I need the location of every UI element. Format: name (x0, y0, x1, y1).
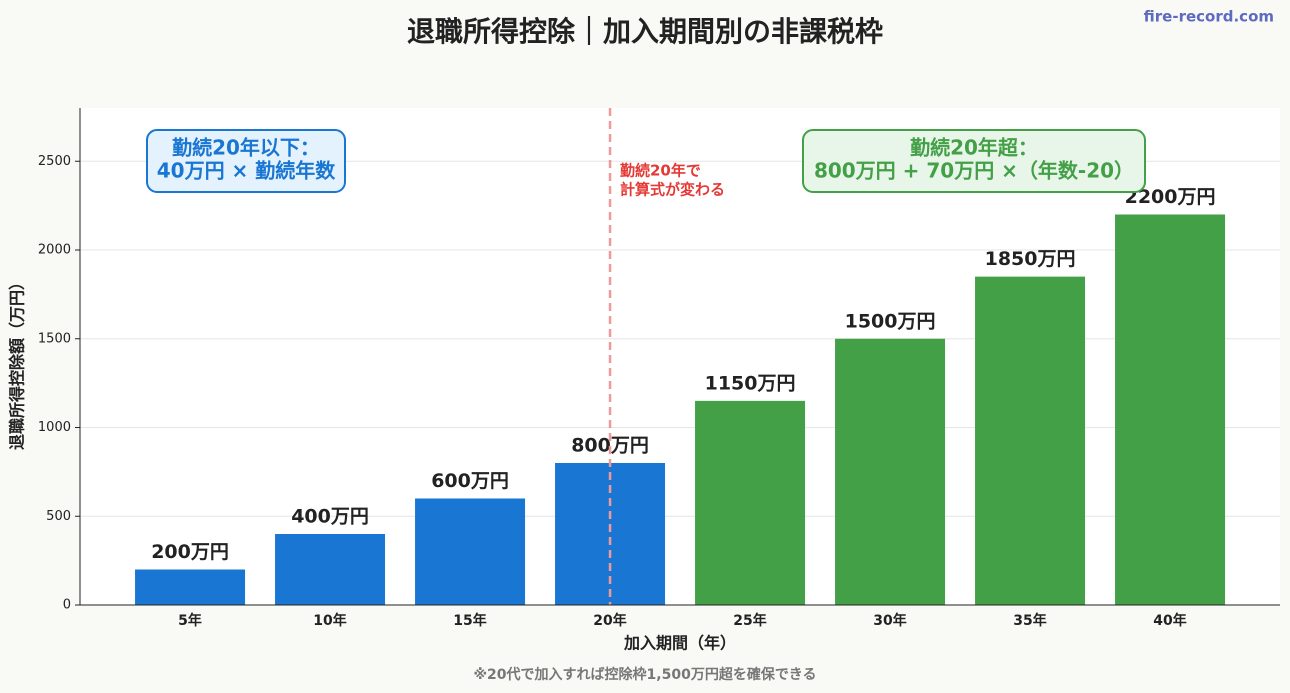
annotation-text: 計算式が変わる (620, 181, 725, 199)
annotation-box (802, 129, 1146, 193)
data-label: 200万円 (151, 541, 229, 563)
x-tick-label: 15年 (453, 612, 486, 629)
x-tick-label: 25年 (733, 612, 766, 629)
bar (1115, 214, 1226, 605)
data-label: 600万円 (431, 470, 509, 492)
data-label: 1150万円 (705, 372, 796, 394)
y-tick-label: 1000 (38, 420, 71, 435)
data-label: 1850万円 (985, 248, 1076, 270)
y-tick-label: 1500 (38, 331, 71, 346)
annotation-text: 勤続20年で (620, 162, 701, 180)
x-tick-label: 40年 (1153, 612, 1186, 629)
watermark: fire-record.com (1144, 8, 1274, 26)
annotation-text: 勤続20年以下： (172, 136, 320, 160)
bar (135, 569, 246, 605)
annotation-box (146, 129, 346, 193)
annotation-text: 800万円 + 70万円 ×（年数-20） (814, 159, 1134, 183)
data-label: 1500万円 (845, 310, 936, 332)
chart-title: 退職所得控除｜加入期間別の非課税枠 (407, 15, 883, 48)
data-label: 800万円 (571, 435, 649, 457)
x-tick-label: 10年 (313, 612, 346, 629)
data-label: 400万円 (291, 506, 369, 528)
x-tick-label: 20年 (593, 612, 626, 629)
bar (415, 498, 526, 605)
x-axis-label: 加入期間（年） (623, 634, 736, 653)
data-label: 2200万円 (1125, 186, 1216, 208)
y-tick-label: 0 (63, 598, 71, 613)
plot: 0 500 1000 1500 2000 2500 5年 200万円 10年 400万円 15年 60… (38, 108, 1280, 629)
y-tick-label: 2500 (38, 154, 71, 169)
bar (275, 534, 386, 605)
x-tick-label: 35年 (1013, 612, 1046, 629)
bar (835, 338, 946, 605)
footnote: ※20代で加入すれば控除枠1,500万円超を確保できる (473, 666, 816, 683)
bar (975, 276, 1086, 605)
y-tick-label: 2000 (38, 243, 71, 258)
x-tick-label: 30年 (873, 612, 906, 629)
x-tick-label: 5年 (178, 612, 202, 629)
y-axis-label: 退職所得控除額（万円） (8, 274, 27, 450)
bar (695, 400, 806, 605)
annotation-text: 40万円 × 勤続年数 (157, 159, 337, 183)
y-tick-label: 500 (46, 509, 71, 524)
annotation-text: 勤続20年超： (910, 136, 1038, 160)
